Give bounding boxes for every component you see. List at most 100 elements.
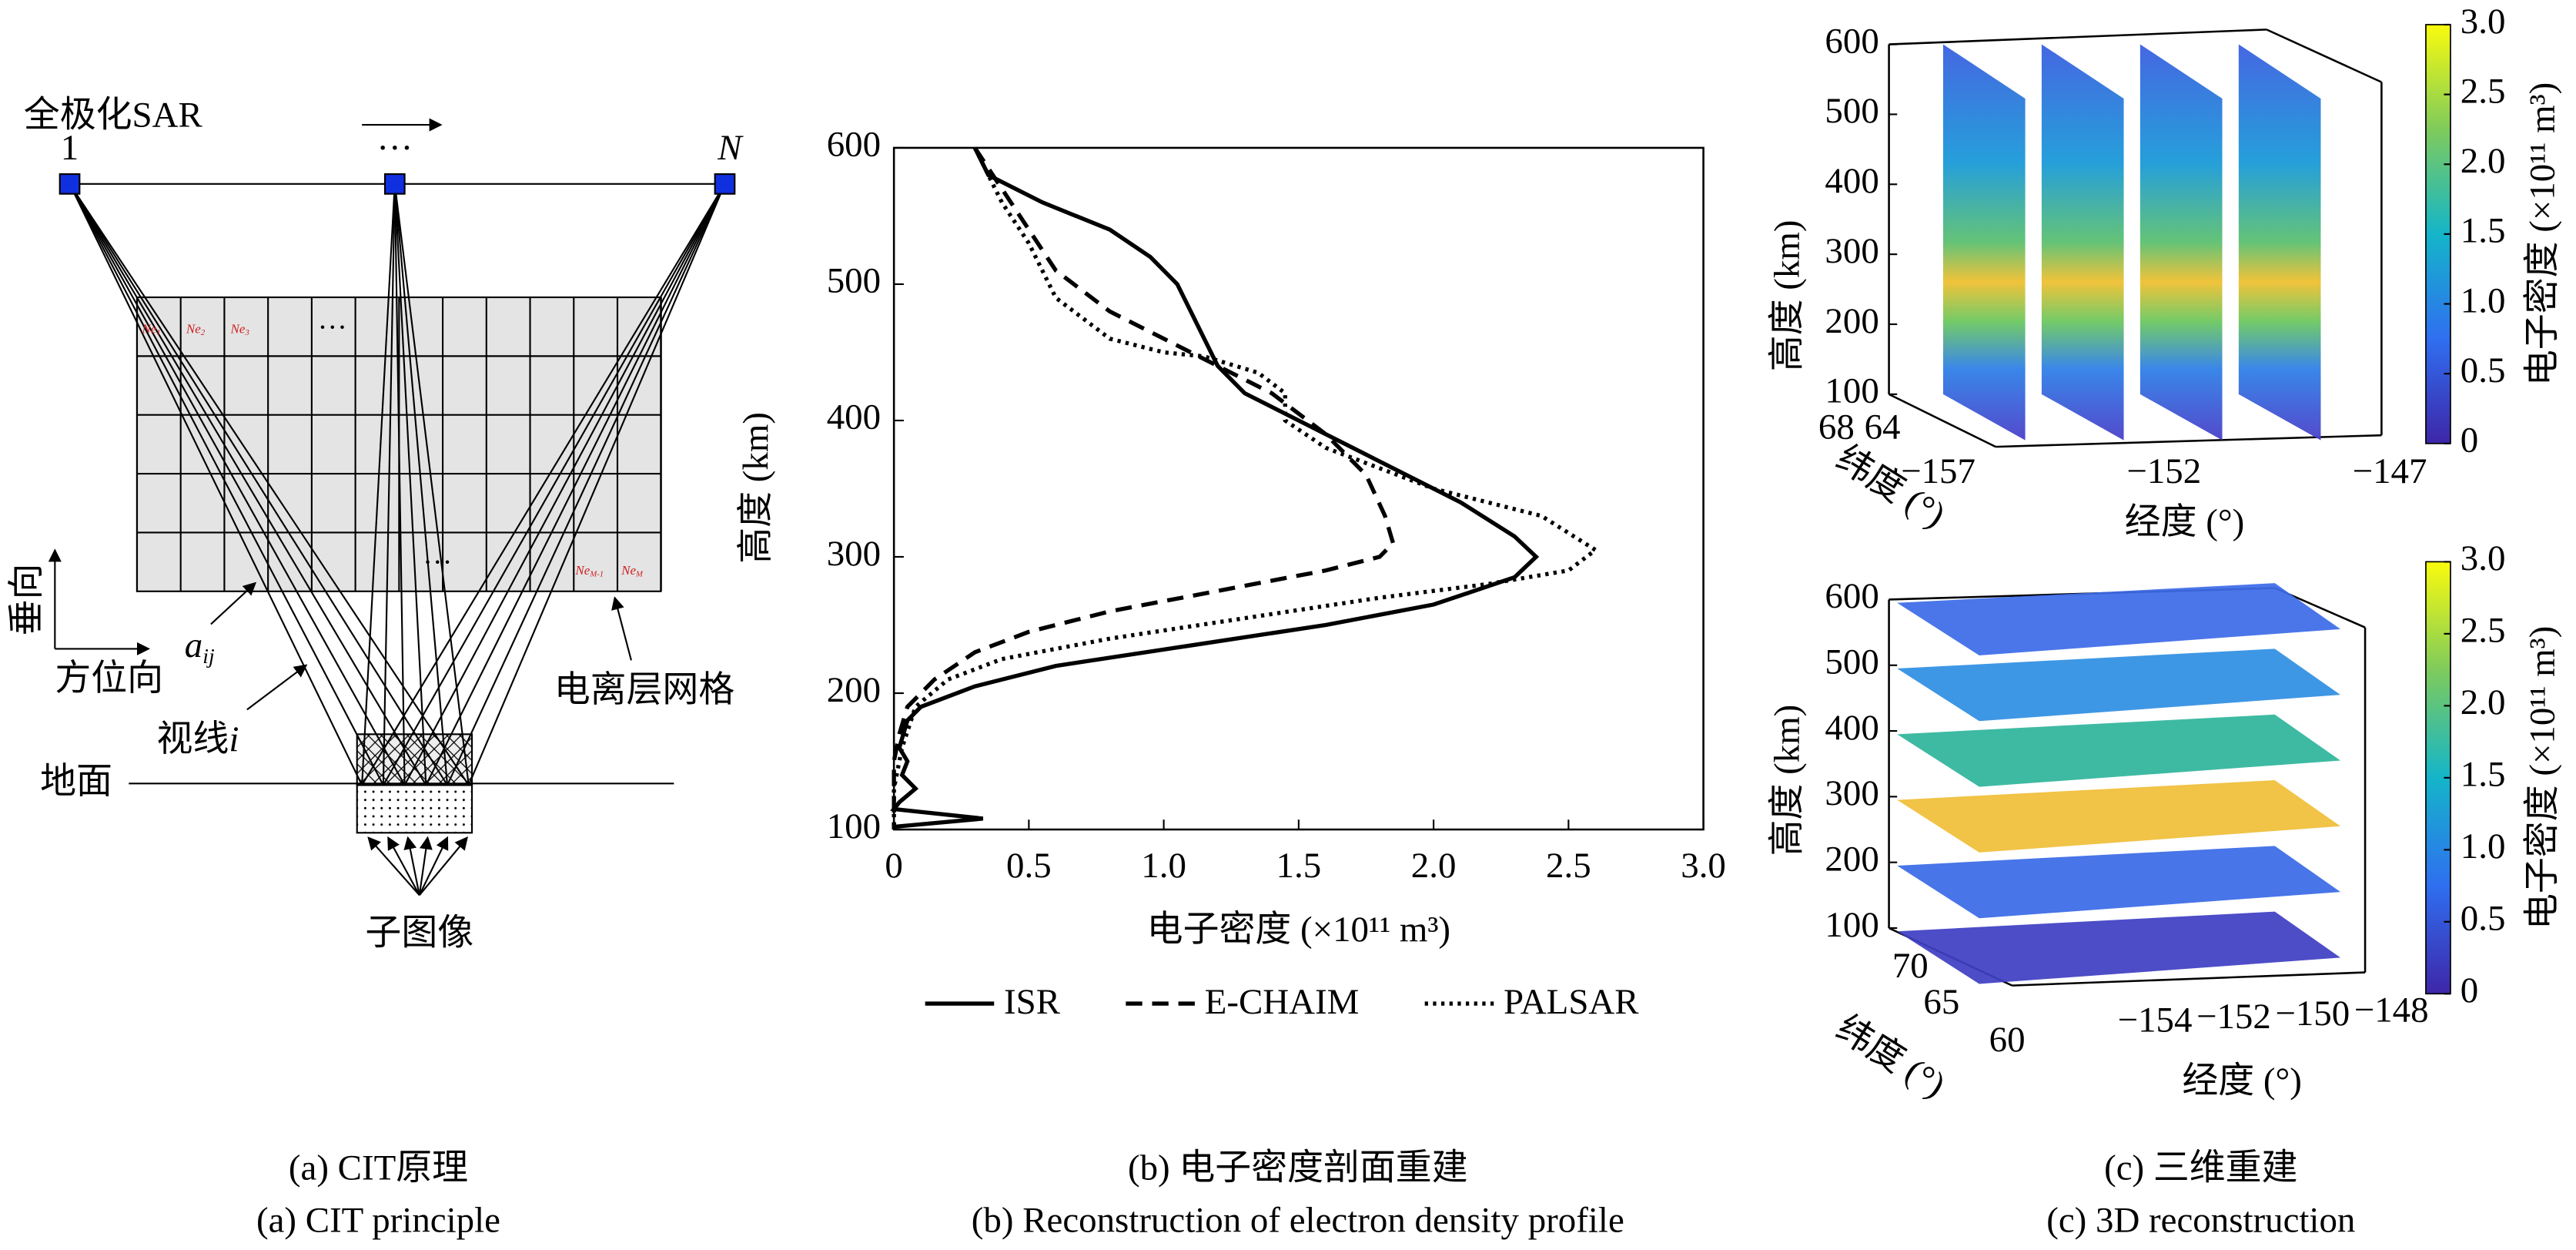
line-of-sight [382,183,396,786]
colorbar-tick-label: 2.5 [2461,611,2506,651]
line-of-sight [382,183,726,786]
x-tick-label: −154 [2118,1000,2193,1040]
y-tick-label: 64 [1865,407,1901,447]
caption: (a) CIT原理 [289,1148,468,1188]
colorbar-tick-label: 1.5 [2461,755,2506,795]
y-tick-label: 65 [1923,982,1959,1022]
y-tick-label: 400 [827,397,881,437]
density-slice [1897,780,2341,853]
line-of-sight [393,183,427,786]
legend-label: PALSAR [1504,982,1639,1022]
x-tick-label: −152 [2126,451,2201,491]
x-tick-label: −147 [2353,451,2427,491]
density-slice [2041,44,2124,441]
image-arrow [367,836,420,896]
box-edge [2012,971,2366,987]
y-tick-label: 300 [827,534,881,574]
x-tick-label: 2.5 [1546,846,1591,886]
colorbar-tick-label: 0 [2461,970,2478,1010]
colorbar-tick-label: 1.5 [2461,211,2506,251]
x-tick-label: −152 [2196,997,2271,1037]
density-slice [1897,911,2341,984]
line-of-sight [447,183,726,786]
los-arrow [246,664,308,711]
colorbar-tick-label: 2.0 [2461,682,2506,722]
aij-label: aij [185,625,215,668]
y-tick-label: 500 [827,261,881,301]
line-of-sight [69,183,406,786]
vertical-label: 垂向 [7,564,47,636]
density-slice [1897,583,2341,655]
cell-sub: 3 [244,329,249,337]
cell-ellipsis: ··· [318,311,347,343]
legend-label: E-CHAIM [1205,982,1360,1022]
z-tick-label: 400 [1825,708,1878,748]
aij-sub: ij [202,645,215,669]
colorbar-tick-label: 0.5 [2461,350,2506,390]
line-of-sight [393,183,449,786]
caption: (c) 三维重建 [2104,1148,2297,1188]
box-edge [1889,28,2267,45]
caption: (b) Reconstruction of electron density p… [972,1201,1624,1241]
azimuth-label: 方位向 [55,659,163,699]
cell-ellipsis: ··· [423,546,452,578]
caption: (a) CIT principle [256,1201,500,1241]
z-tick-label: 600 [1825,21,1878,61]
cell-sub: 2 [201,329,206,337]
sar-node [714,173,736,195]
node-label: 1 [61,128,79,168]
node-label: N [717,128,744,168]
image-arrow [403,836,420,896]
z-axis-label: 高度 (km) [1767,220,1807,372]
grid-label: 电离层网格 [554,670,735,710]
x-tick-label: 2.0 [1411,846,1457,886]
line-of-sight [403,183,726,786]
x-tick-label: 0 [885,846,902,886]
cell-sub: 1 [156,329,160,337]
y-tick-label: 68 [1818,407,1855,447]
density-slice [1942,44,2026,441]
line-of-sight [467,183,726,786]
z-tick-label: 500 [1825,642,1878,682]
sar-node [383,173,406,195]
subimage-bottom [356,784,473,834]
colorbar-tick-label: 2.0 [2461,141,2506,181]
legend-label: ISR [1004,982,1061,1022]
subimage-top [356,733,473,786]
cell-label: Ne2 [186,322,206,338]
x-tick-label: 1.0 [1141,846,1186,886]
y-tick-label: 200 [827,670,881,710]
grid-arrow [611,596,632,661]
aij-arrow [210,581,257,625]
y-axis-label: 纬度 (°) [1829,1008,1952,1106]
caption: (c) 3D reconstruction [2046,1201,2355,1241]
colorbar-tick-label: 3.0 [2461,538,2506,578]
profile-line [892,146,1396,830]
density-slice [1897,714,2341,787]
x-tick-label: 0.5 [1006,846,1052,886]
x-tick-label: 3.0 [1681,846,1726,886]
z-tick-label: 200 [1825,839,1878,879]
x-axis-label: 经度 (°) [2125,502,2245,542]
line-of-sight [69,183,384,786]
line-of-sight [393,183,470,786]
z-tick-label: 500 [1825,91,1878,131]
density-slice [1897,648,2341,722]
box-edge [2266,28,2382,83]
x-axis-label: 经度 (°) [2182,1061,2302,1101]
los-i: i [229,719,239,759]
profile-line [890,146,1540,829]
colorbar-tick-label: 2.5 [2461,71,2506,111]
los-label: 视线i [157,719,239,759]
plot-frame [892,146,1705,831]
cell-sub: M [635,571,644,579]
colorbar-tick-label: 0 [2461,421,2478,461]
y-tick-label: 600 [827,125,881,165]
density-slice [1897,846,2341,919]
x-tick-label: −150 [2275,994,2350,1034]
z-tick-label: 600 [1825,576,1878,616]
caption: (b) 电子密度剖面重建 [1128,1148,1468,1188]
